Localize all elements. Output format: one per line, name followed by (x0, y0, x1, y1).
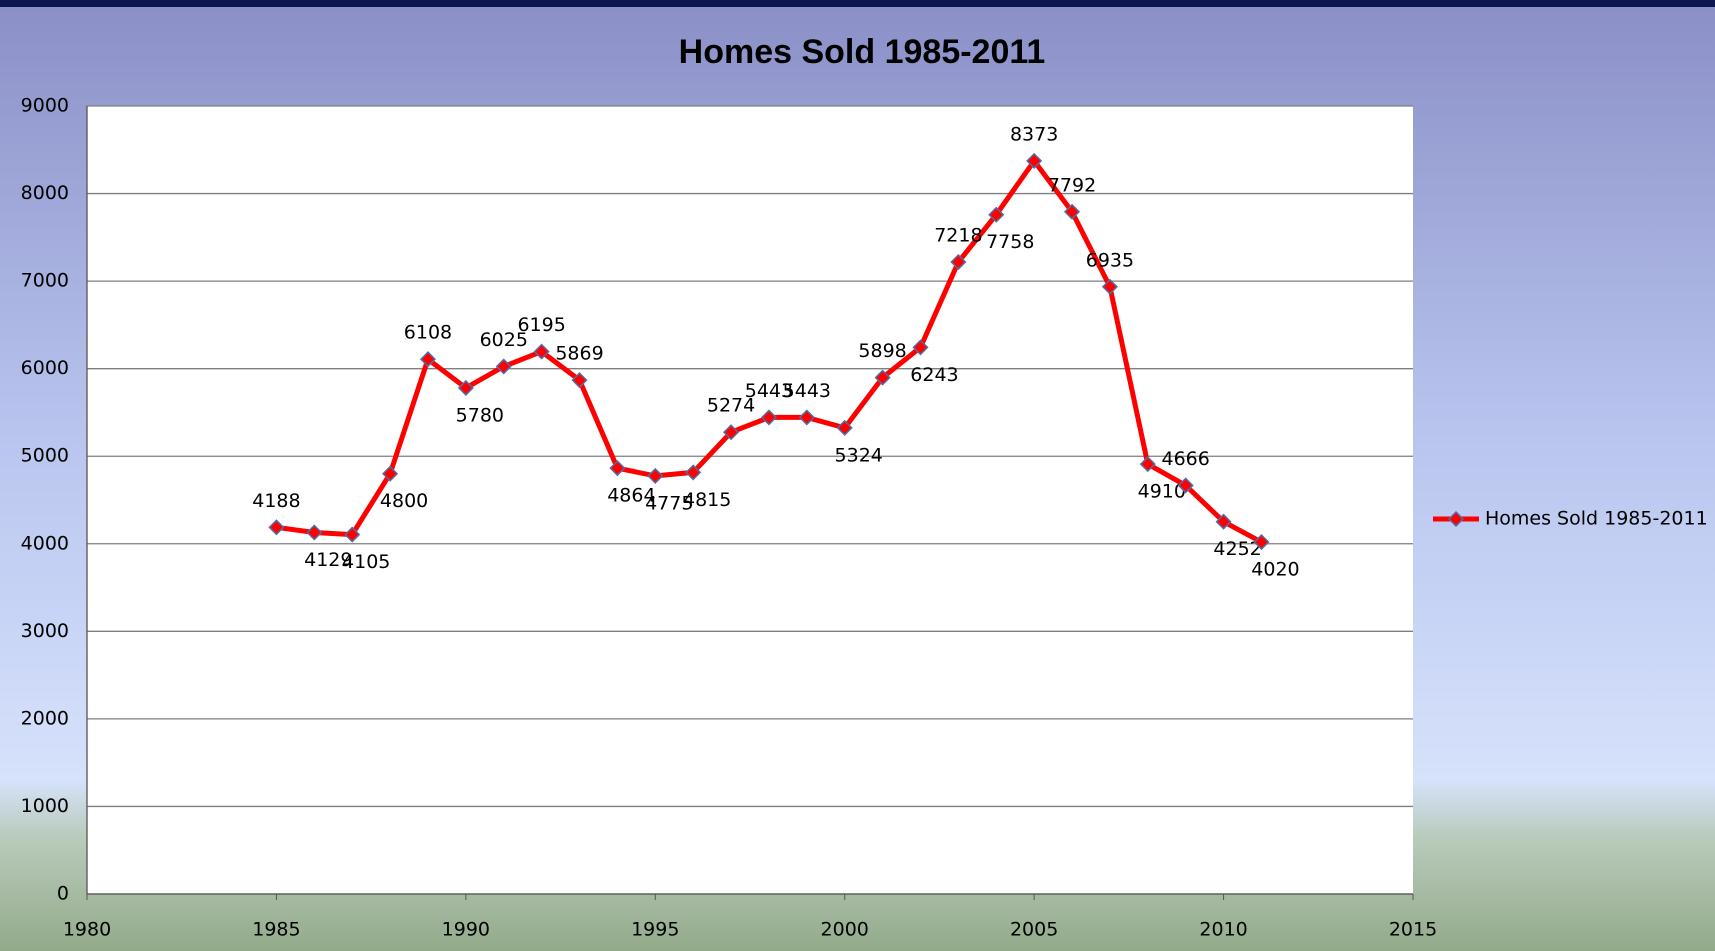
chart-title: Homes Sold 1985-2011 (679, 33, 1046, 71)
data-label: 5898 (858, 340, 906, 362)
point-marker (912, 339, 929, 356)
x-tick-label: 1990 (442, 919, 490, 941)
point-marker (382, 465, 399, 482)
point-marker (836, 419, 853, 436)
x-tick-label: 1985 (252, 919, 300, 941)
data-label: 4775 (645, 492, 693, 514)
point-marker (1177, 477, 1194, 494)
point-marker (306, 524, 323, 541)
data-label: 5274 (707, 395, 755, 417)
data-label: 5443 (783, 380, 831, 402)
data-label: 8373 (1010, 123, 1058, 145)
point-marker (874, 369, 891, 386)
y-tick-label: 0 (57, 883, 69, 905)
y-tick-label: 8000 (21, 182, 69, 204)
data-label: 4910 (1138, 481, 1186, 503)
data-label: 5443 (745, 380, 793, 402)
data-label: 5869 (555, 343, 603, 365)
y-tick-label: 6000 (21, 357, 69, 379)
data-label: 4800 (380, 490, 428, 512)
x-tick-label: 2010 (1199, 919, 1247, 941)
data-label: 5324 (835, 444, 883, 466)
data-label: 6243 (910, 364, 958, 386)
data-label: 4020 (1251, 559, 1299, 581)
y-tick-label: 9000 (21, 95, 69, 117)
point-marker (344, 526, 361, 543)
data-label: 4815 (683, 489, 731, 511)
y-tick-label: 5000 (21, 445, 69, 467)
point-marker (419, 351, 437, 368)
data-label: 6025 (480, 329, 528, 351)
data-label: 7218 (934, 225, 982, 247)
data-label: 4666 (1162, 448, 1210, 470)
x-tick-label: 2015 (1389, 919, 1437, 941)
point-marker (1215, 513, 1232, 530)
point-marker (685, 464, 702, 481)
top-bar (0, 0, 1715, 7)
point-marker (609, 460, 626, 477)
y-tick-label: 7000 (21, 270, 69, 292)
point-marker (268, 519, 285, 536)
point-marker (950, 253, 967, 271)
point-marker (571, 372, 588, 389)
x-tick-label: 1995 (631, 919, 679, 941)
legend-marker (1447, 510, 1465, 528)
point-marker (988, 206, 1005, 223)
y-tick-label: 2000 (21, 707, 69, 729)
legend-label: Homes Sold 1985-2011 (1485, 508, 1708, 530)
data-label: 6935 (1086, 249, 1134, 271)
x-tick-label: 2000 (821, 919, 869, 941)
data-label: 6195 (517, 314, 565, 336)
point-marker (1139, 456, 1156, 473)
point-marker (1063, 203, 1081, 220)
data-label: 4252 (1213, 538, 1261, 560)
point-marker (1253, 533, 1270, 551)
point-marker (798, 409, 815, 426)
point-marker (1101, 278, 1118, 295)
x-tick-label: 2005 (1010, 919, 1058, 941)
x-tick-label: 1980 (63, 919, 111, 941)
data-label: 4105 (342, 551, 390, 573)
point-marker (457, 379, 474, 396)
point-marker (722, 424, 740, 441)
data-label: 7758 (986, 231, 1034, 253)
point-marker (647, 467, 664, 484)
data-label: 4129 (304, 549, 352, 571)
data-label: 4864 (607, 485, 655, 507)
point-marker (495, 358, 512, 375)
y-tick-label: 4000 (21, 532, 69, 554)
data-label: 7792 (1048, 174, 1096, 196)
point-marker (760, 409, 778, 426)
y-tick-label: 3000 (21, 620, 69, 642)
point-marker (1026, 152, 1043, 169)
data-label: 5780 (456, 404, 504, 426)
point-marker (533, 343, 550, 360)
data-label: 4188 (252, 490, 300, 512)
y-tick-label: 1000 (21, 795, 69, 817)
plot-area (87, 106, 1413, 894)
data-label: 6108 (404, 322, 452, 344)
